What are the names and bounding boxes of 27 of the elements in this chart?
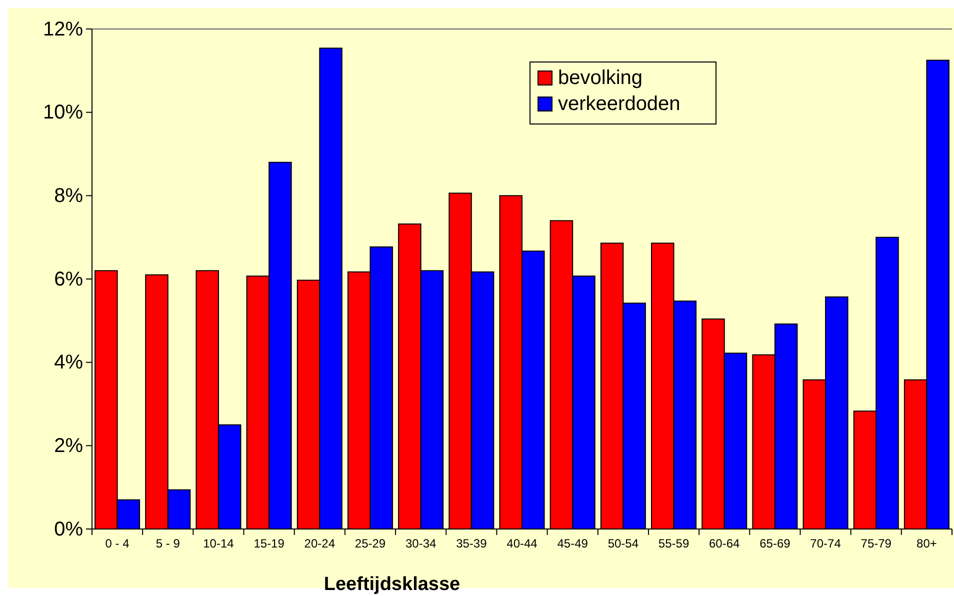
- legend-label: verkeerdoden: [558, 93, 680, 115]
- x-tick-label: 75-79: [860, 536, 892, 551]
- x-tick-label: 55-59: [658, 536, 690, 551]
- x-tick-label: 80+: [916, 536, 937, 551]
- y-tick-label: 4%: [54, 352, 84, 374]
- y-tick-label: 10%: [42, 102, 84, 124]
- x-tick-label: 10-14: [203, 536, 234, 551]
- x-tick-label: 25-29: [354, 536, 386, 551]
- x-tick-label: 35-39: [456, 536, 488, 551]
- x-tick-label: 70-74: [810, 536, 842, 551]
- x-tick-label: 50-54: [608, 536, 639, 551]
- legend-label: bevolking: [558, 67, 643, 89]
- x-tick-label: 65-69: [760, 536, 791, 551]
- x-tick-label: 5 - 9: [156, 536, 180, 551]
- y-tick-label: 6%: [54, 268, 84, 290]
- x-tick-label: 20-24: [304, 536, 336, 551]
- y-tick-label: 2%: [54, 435, 84, 458]
- x-tick-label: 30-34: [405, 536, 436, 551]
- y-tick-label: 8%: [54, 185, 84, 208]
- x-tick-label: 15-19: [254, 536, 285, 551]
- x-tick-label: 0 - 4: [105, 536, 130, 551]
- x-tick-label: 45-49: [557, 536, 588, 551]
- x-tick-label: 40-44: [506, 536, 538, 551]
- x-axis-title: Leeftijdsklasse: [324, 574, 460, 595]
- y-tick-label: 12%: [42, 18, 84, 40]
- y-tick-label: 0%: [54, 518, 84, 540]
- x-tick-label: 60-64: [709, 536, 740, 551]
